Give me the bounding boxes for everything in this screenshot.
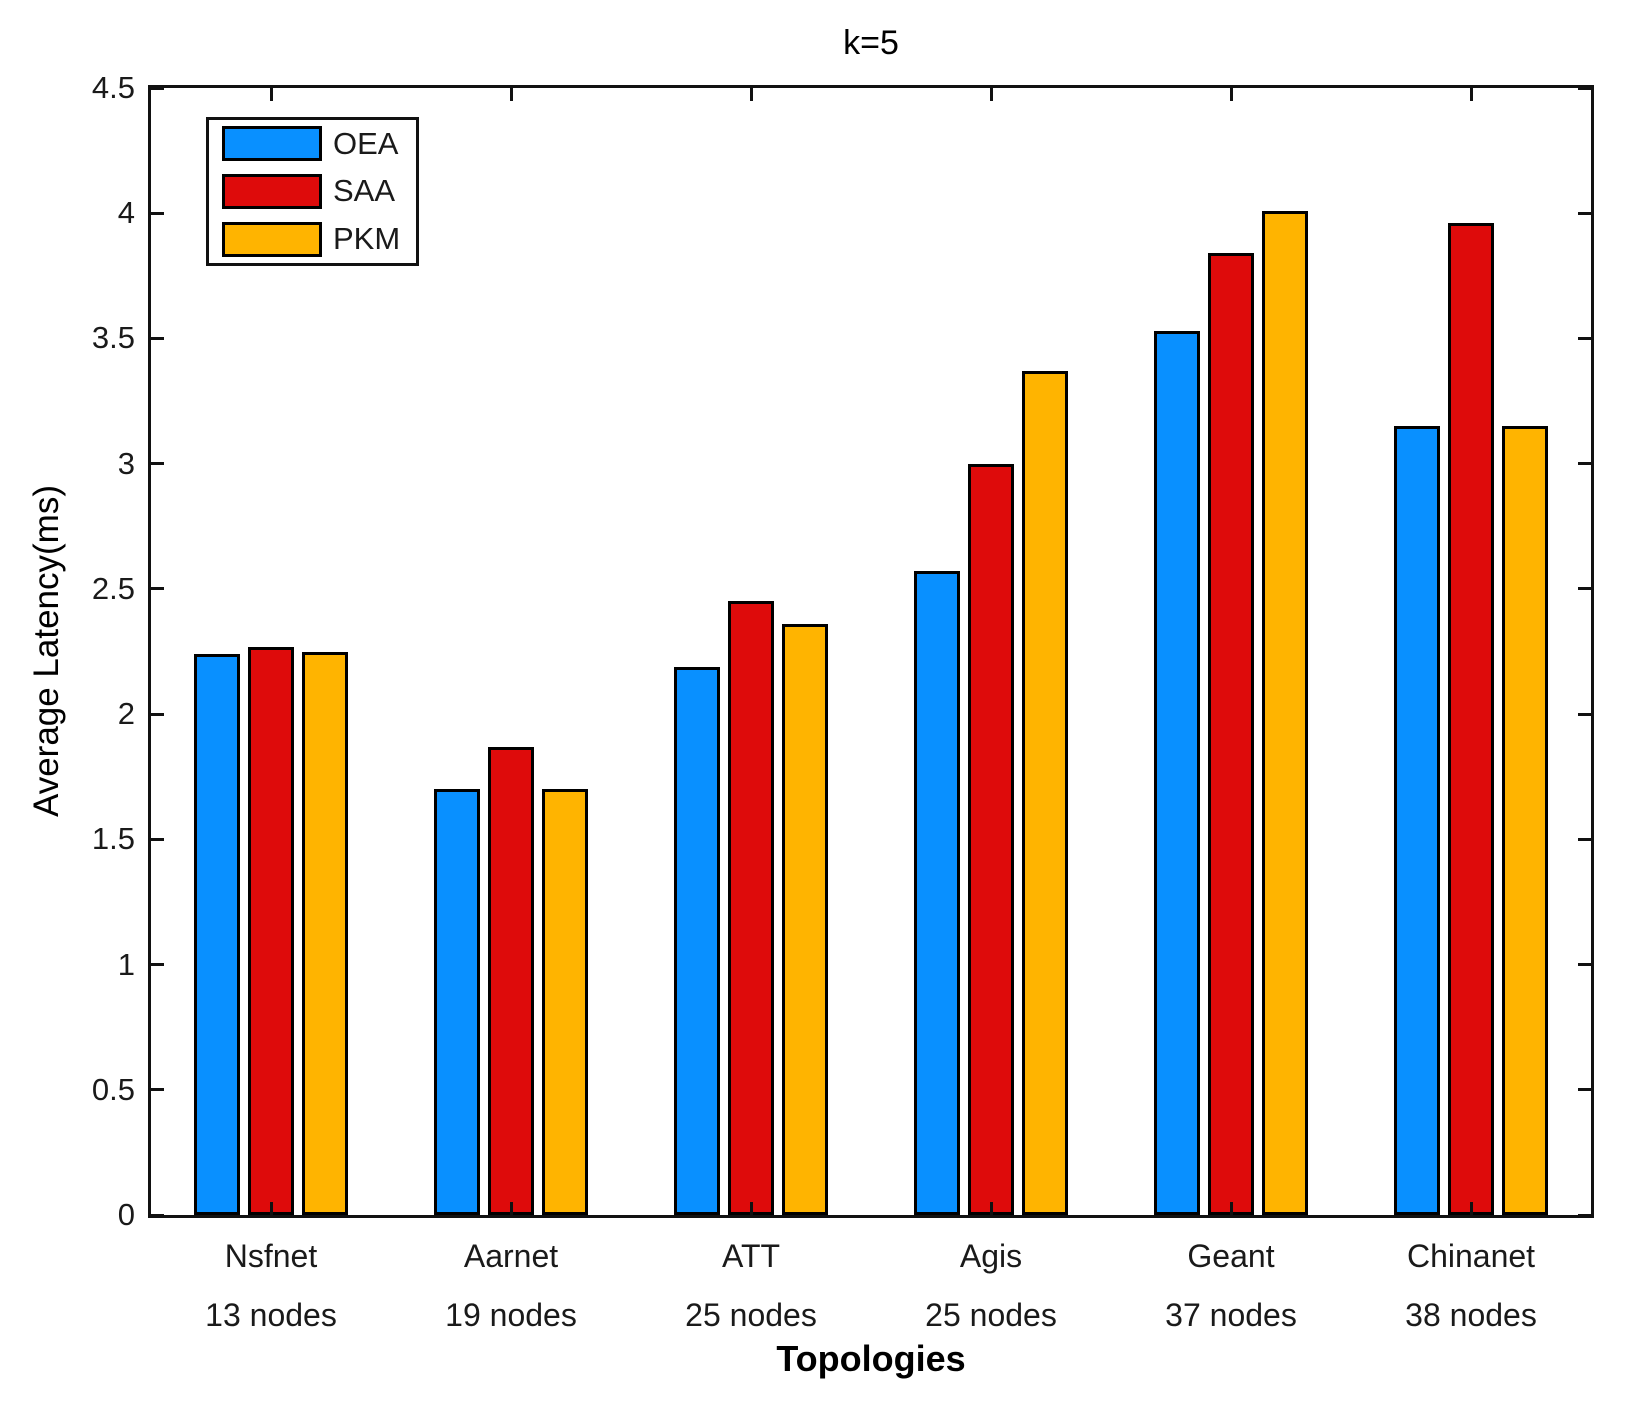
bar-pkm-chinanet (1502, 426, 1548, 1215)
y-tick-label: 3.5 (91, 320, 135, 356)
y-tick-label: 4.5 (91, 70, 135, 105)
y-tick-mark (151, 587, 164, 591)
plot-area (148, 85, 1594, 1218)
legend-label: PKM (333, 221, 401, 257)
bar-saa-aarnet (488, 746, 534, 1215)
x-tick-mark (989, 1202, 993, 1215)
bar-pkm-nsfnet (302, 651, 348, 1215)
bar-oea-att (674, 666, 720, 1215)
bar-saa-att (728, 601, 774, 1215)
x-tick-mark-top (749, 88, 753, 101)
bar-pkm-att (782, 623, 828, 1215)
y-tick-label: 1.5 (91, 821, 135, 857)
y-tick-mark-right (1578, 211, 1591, 215)
y-tick-mark-right (1578, 587, 1591, 591)
y-tick-mark (151, 336, 164, 340)
legend: OEA SAA PKM (206, 117, 419, 266)
bar-oea-geant (1154, 330, 1200, 1215)
y-tick-mark (151, 462, 164, 466)
chart-title: k=5 (843, 24, 899, 62)
bar-oea-agis (914, 571, 960, 1215)
category-sublabel: 13 nodes (205, 1297, 337, 1333)
bar-saa-geant (1208, 253, 1254, 1215)
bar-oea-chinanet (1394, 426, 1440, 1215)
category-sublabel: 25 nodes (925, 1297, 1057, 1333)
legend-item: OEA (209, 126, 416, 162)
y-axis-label-text: Average Latency(ms) (27, 485, 66, 818)
category-sublabel: 25 nodes (685, 1297, 817, 1333)
y-tick-label: 0.5 (91, 1071, 135, 1107)
legend-label: OEA (333, 125, 399, 161)
y-tick-mark-right (1578, 462, 1591, 466)
category-label: Chinanet (1406, 1238, 1536, 1274)
x-tick-mark (509, 1202, 513, 1215)
legend-swatch-pkm (222, 221, 322, 257)
x-tick-mark (749, 1202, 753, 1215)
y-tick-label: 1 (117, 946, 135, 982)
y-tick-mark (151, 712, 164, 716)
y-tick-mark-right (1578, 712, 1591, 716)
legend-item: PKM (209, 221, 416, 257)
y-tick-label: 2 (117, 696, 135, 732)
y-tick-mark-right (1578, 837, 1591, 841)
y-tick-mark (151, 211, 164, 215)
y-tick-mark (151, 1213, 164, 1217)
legend-swatch-oea (222, 126, 322, 162)
y-tick-label: 2.5 (91, 570, 135, 606)
category-sublabel: 37 nodes (1165, 1297, 1297, 1333)
x-tick-mark-top (509, 88, 513, 101)
y-tick-label: 0 (117, 1197, 135, 1232)
x-axis-label: Topologies (776, 1338, 966, 1379)
y-tick-label: 3 (117, 445, 135, 481)
y-tick-mark (151, 837, 164, 841)
bar-oea-nsfnet (194, 654, 240, 1215)
y-tick-mark (151, 963, 164, 967)
legend-swatch-saa (222, 173, 322, 209)
y-tick-mark-right (1578, 86, 1591, 90)
x-tick-mark-top (1469, 88, 1473, 101)
bar-saa-chinanet (1448, 223, 1494, 1215)
category-label: Geant (1187, 1238, 1275, 1274)
y-tick-mark-right (1578, 1088, 1591, 1092)
x-tick-mark (1229, 1202, 1233, 1215)
y-tick-mark (151, 86, 164, 90)
x-tick-mark-top (269, 88, 273, 101)
bar-saa-nsfnet (248, 646, 294, 1215)
bar-oea-aarnet (434, 789, 480, 1215)
y-tick-mark-right (1578, 1213, 1591, 1217)
category-sublabel: 38 nodes (1405, 1297, 1537, 1333)
category-label: Nsfnet (224, 1238, 318, 1274)
y-tick-mark-right (1578, 963, 1591, 967)
y-tick-mark-right (1578, 336, 1591, 340)
x-tick-mark (269, 1202, 273, 1215)
bar-saa-agis (968, 463, 1014, 1215)
x-tick-mark-top (989, 88, 993, 101)
category-label: ATT (721, 1238, 781, 1274)
legend-item: SAA (209, 173, 416, 209)
y-tick-label: 4 (117, 195, 135, 231)
category-label: Agis (959, 1238, 1023, 1274)
x-tick-mark (1469, 1202, 1473, 1215)
bar-pkm-geant (1262, 210, 1308, 1215)
bar-pkm-aarnet (542, 789, 588, 1215)
category-sublabel: 19 nodes (445, 1297, 577, 1333)
legend-label: SAA (333, 173, 396, 209)
x-tick-mark-top (1229, 88, 1233, 101)
bar-pkm-agis (1022, 371, 1068, 1215)
y-tick-mark (151, 1088, 164, 1092)
category-label: Aarnet (463, 1238, 559, 1274)
